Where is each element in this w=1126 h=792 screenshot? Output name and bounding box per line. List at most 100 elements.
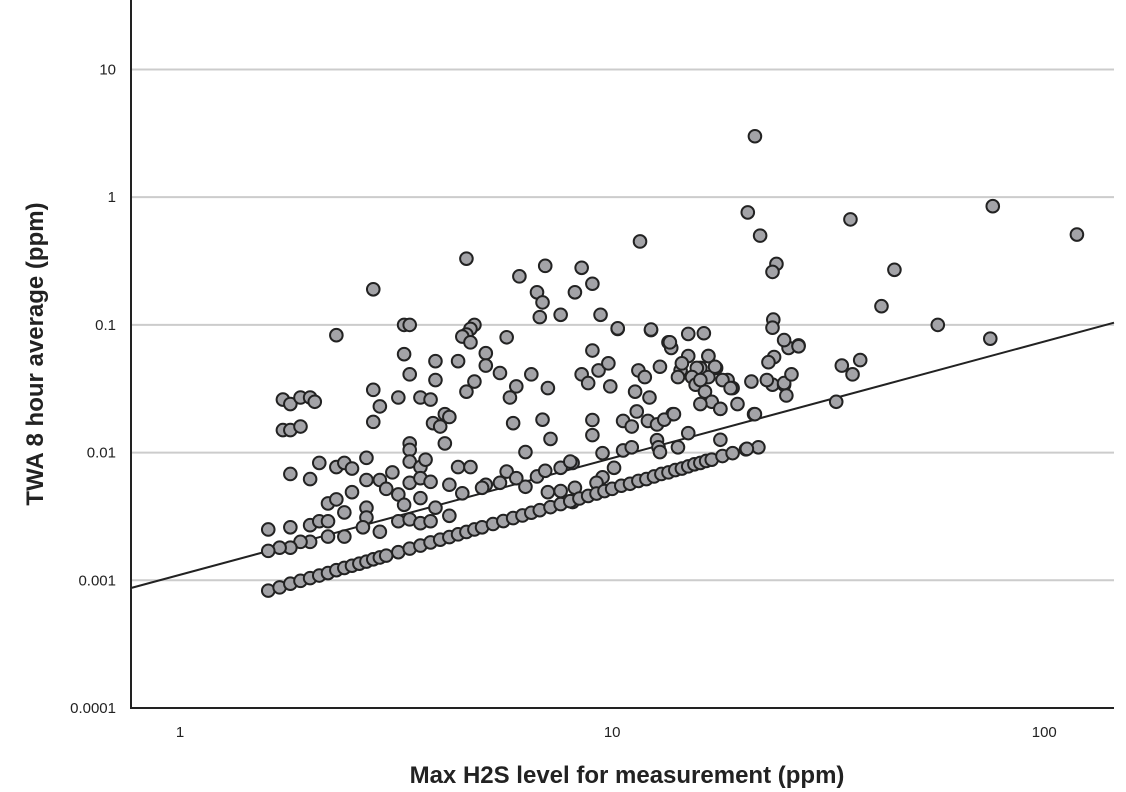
data-point: [674, 356, 690, 371]
data-point: [442, 508, 457, 524]
y-axis-label: TWA 8 hour average (ppm): [22, 202, 49, 505]
data-point: [337, 505, 352, 520]
data-point: [532, 309, 548, 325]
data-point: [463, 459, 478, 475]
data-point: [574, 260, 589, 276]
data-point: [402, 317, 418, 333]
data-point: [982, 331, 998, 346]
data-point: [428, 372, 443, 388]
data-point: [372, 524, 388, 540]
data-point: [543, 431, 558, 447]
data-point: [428, 500, 443, 516]
data-point: [396, 497, 412, 513]
x-tick-label: 1: [176, 724, 184, 741]
data-point: [385, 465, 400, 480]
data-point: [467, 374, 482, 389]
data-point: [359, 450, 374, 466]
data-point: [512, 269, 527, 284]
data-point: [930, 317, 946, 333]
data-point: [391, 390, 406, 405]
data-point: [723, 380, 738, 396]
data-point: [337, 529, 352, 544]
data-point: [423, 474, 438, 490]
x-tick-labels: 1 10 100: [176, 724, 1057, 741]
data-point: [606, 460, 622, 476]
data-point: [776, 332, 792, 348]
data-point: [591, 363, 606, 378]
data-point: [423, 513, 438, 529]
data-point: [492, 475, 508, 491]
data-point: [459, 251, 474, 266]
data-point: [1069, 227, 1085, 242]
y-tick-label: 1: [108, 189, 116, 206]
data-point: [344, 484, 360, 500]
data-point: [260, 543, 276, 559]
y-tick-label: 0.1: [95, 317, 116, 334]
data-point: [553, 483, 568, 499]
y-tick-labels: 0.0001 0.001 0.01 0.1 1 10: [70, 61, 116, 717]
data-point: [508, 470, 524, 486]
data-point: [627, 384, 643, 399]
data-point: [834, 358, 850, 373]
data-point: [413, 490, 428, 506]
data-point: [553, 307, 568, 323]
data-point: [508, 379, 524, 394]
data-point: [372, 399, 388, 414]
data-point: [365, 281, 381, 297]
data-point: [845, 367, 860, 382]
data-point: [437, 436, 453, 451]
data-point: [402, 442, 418, 458]
data-point: [311, 455, 327, 471]
data-point: [852, 352, 868, 368]
data-point: [696, 325, 712, 341]
data-point: [680, 425, 696, 441]
data-point: [537, 258, 553, 274]
data-point: [765, 264, 780, 280]
data-point: [540, 380, 556, 396]
data-point: [739, 441, 755, 457]
data-point: [784, 367, 799, 382]
data-point: [344, 461, 360, 476]
data-point: [455, 485, 470, 501]
data-point: [320, 513, 336, 529]
data-point: [499, 464, 514, 479]
data-point: [652, 444, 668, 460]
data-point: [450, 459, 466, 475]
data-point: [744, 374, 759, 389]
data-point: [283, 520, 298, 535]
data-point: [535, 295, 550, 310]
data-point: [432, 419, 448, 434]
data-point: [602, 379, 618, 394]
data-point: [283, 396, 298, 412]
data-point: [562, 454, 578, 469]
data-point: [329, 492, 344, 507]
data-point: [693, 372, 708, 388]
y-tick-label: 0.0001: [70, 700, 116, 717]
data-point: [463, 335, 478, 350]
data-point: [585, 276, 600, 292]
data-point: [642, 390, 657, 405]
data-point: [670, 369, 686, 385]
data-point: [637, 369, 653, 385]
data-point: [585, 427, 600, 443]
data-point: [580, 375, 596, 391]
data-point: [320, 529, 336, 544]
data-point: [307, 394, 323, 410]
data-point: [595, 445, 610, 461]
data-point: [518, 479, 533, 495]
data-point: [402, 367, 418, 382]
data-point: [450, 353, 466, 369]
data-point: [740, 205, 756, 220]
data-point: [759, 372, 775, 388]
data-point: [680, 326, 696, 342]
data-point: [365, 382, 381, 398]
data-point: [260, 522, 276, 537]
data-point: [666, 406, 682, 422]
data-point: [302, 471, 318, 487]
data-point: [474, 480, 490, 496]
x-tick-label: 100: [1032, 724, 1057, 741]
data-point: [428, 353, 443, 369]
data-point: [585, 343, 600, 358]
y-tick-label: 0.01: [87, 445, 116, 462]
